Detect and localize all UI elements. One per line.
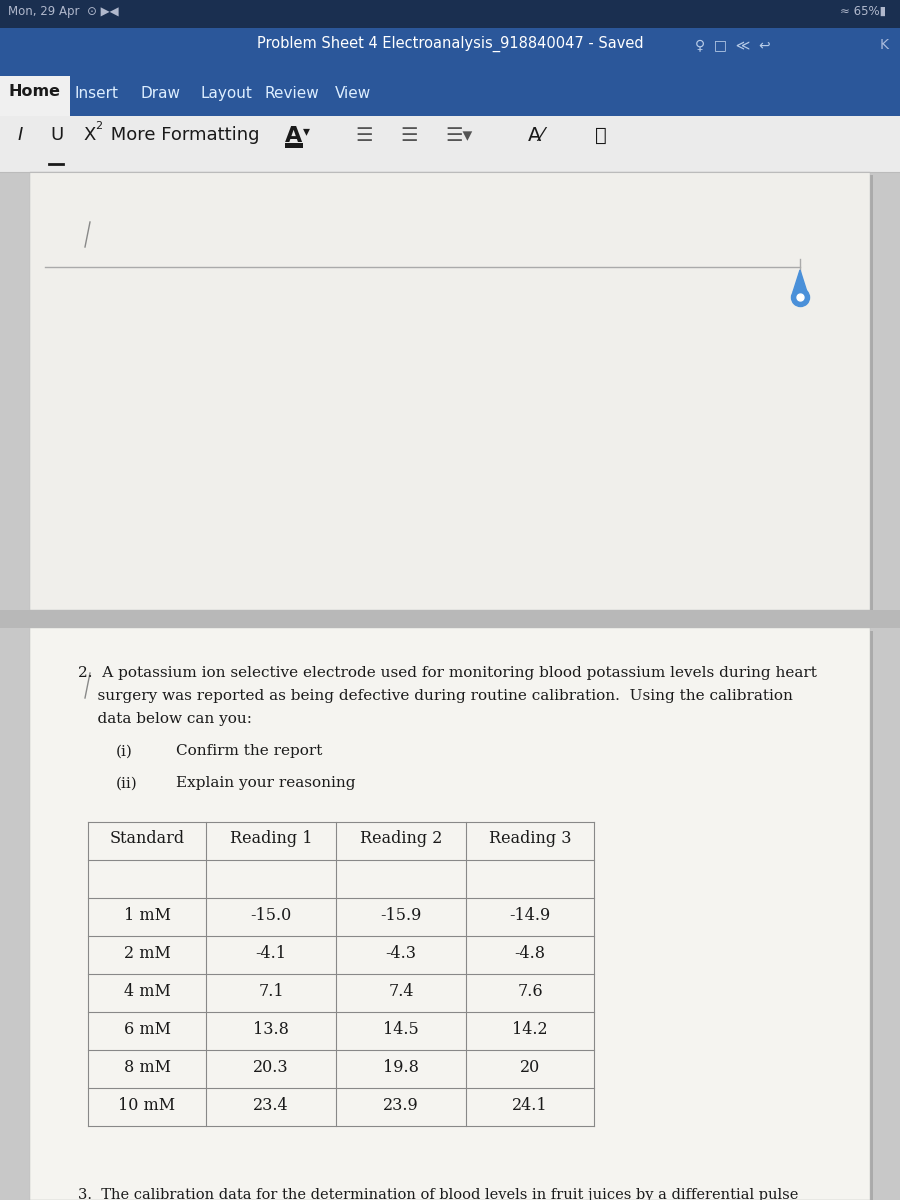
Text: ♀  □  ≪  ↩: ♀ □ ≪ ↩ [695, 38, 770, 52]
Text: 4 mM: 4 mM [123, 984, 170, 1001]
Text: Problem Sheet 4 Electroanalysis_918840047 - Saved: Problem Sheet 4 Electroanalysis_91884004… [256, 36, 644, 53]
Bar [285, 143, 303, 148]
Text: 8 mM: 8 mM [123, 1060, 170, 1076]
Text: Home: Home [9, 84, 61, 98]
Text: X: X [83, 126, 95, 144]
Text: surgery was reported as being defective during routine calibration.  Using the c: surgery was reported as being defective … [78, 689, 793, 703]
Text: 10 mM: 10 mM [119, 1097, 176, 1115]
Bar [30, 628, 870, 1200]
Text: 2 mM: 2 mM [123, 946, 170, 962]
Text: Insert: Insert [75, 86, 119, 101]
Text: Standard: Standard [110, 830, 184, 847]
Bar [33, 631, 873, 1200]
Text: Confirm the report: Confirm the report [176, 744, 322, 758]
Bar [33, 175, 873, 613]
Text: I: I [18, 126, 23, 144]
Text: Reading 2: Reading 2 [360, 830, 442, 847]
Bar [0, 76, 70, 116]
Text: 3.  The calibration data for the determination of blood levels in fruit juices b: 3. The calibration data for the determin… [78, 1188, 798, 1200]
Text: 1 mM: 1 mM [123, 907, 170, 924]
Text: 23.4: 23.4 [253, 1097, 289, 1115]
Text: ▾: ▾ [303, 124, 310, 138]
Text: 2: 2 [95, 121, 102, 131]
Text: (i): (i) [116, 744, 133, 758]
Text: -15.0: -15.0 [250, 907, 292, 924]
Text: 24.1: 24.1 [512, 1097, 548, 1115]
Text: A⁄: A⁄ [528, 126, 544, 145]
Text: 19.8: 19.8 [383, 1060, 418, 1076]
Text: Review: Review [265, 86, 319, 101]
Bar [0, 610, 900, 628]
Bar [0, 76, 900, 116]
Text: 20: 20 [520, 1060, 540, 1076]
Text: K: K [880, 38, 889, 52]
Text: 14.2: 14.2 [512, 1021, 548, 1038]
Text: -4.3: -4.3 [385, 946, 417, 962]
Text: Reading 3: Reading 3 [489, 830, 572, 847]
Text: More Formatting: More Formatting [105, 126, 259, 144]
Text: A: A [285, 126, 302, 146]
Text: 6 mM: 6 mM [123, 1021, 170, 1038]
Text: -4.1: -4.1 [256, 946, 286, 962]
Text: -4.8: -4.8 [515, 946, 545, 962]
Text: Explain your reasoning: Explain your reasoning [176, 776, 356, 791]
Text: ≈ 65%▮: ≈ 65%▮ [840, 5, 886, 18]
Bar [0, 172, 900, 1200]
Text: (ii): (ii) [116, 776, 138, 791]
Text: Mon, 29 Apr  ⊙ ▶◀: Mon, 29 Apr ⊙ ▶◀ [8, 5, 119, 18]
Bar [0, 28, 900, 76]
Polygon shape [793, 270, 807, 292]
Text: Reading 1: Reading 1 [230, 830, 312, 847]
Bar [0, 0, 900, 28]
Text: 7.4: 7.4 [388, 984, 414, 1001]
Text: data below can you:: data below can you: [78, 712, 252, 726]
Bar [30, 172, 870, 610]
Text: ☰▾: ☰▾ [445, 126, 473, 145]
Text: Layout: Layout [200, 86, 252, 101]
Text: 2.  A potassium ion selective electrode used for monitoring blood potassium leve: 2. A potassium ion selective electrode u… [78, 666, 817, 680]
Text: -14.9: -14.9 [509, 907, 551, 924]
Text: 20.3: 20.3 [253, 1060, 289, 1076]
Text: 7.6: 7.6 [518, 984, 543, 1001]
Text: ⌕: ⌕ [595, 126, 607, 145]
Text: ☰: ☰ [400, 126, 418, 145]
Text: 13.8: 13.8 [253, 1021, 289, 1038]
Text: U: U [50, 126, 63, 144]
Bar [0, 116, 900, 172]
Text: 23.9: 23.9 [383, 1097, 418, 1115]
Text: Draw: Draw [140, 86, 180, 101]
Text: View: View [335, 86, 371, 101]
Text: 7.1: 7.1 [258, 984, 284, 1001]
Text: 14.5: 14.5 [383, 1021, 418, 1038]
Text: -15.9: -15.9 [381, 907, 422, 924]
Text: ☰: ☰ [355, 126, 373, 145]
